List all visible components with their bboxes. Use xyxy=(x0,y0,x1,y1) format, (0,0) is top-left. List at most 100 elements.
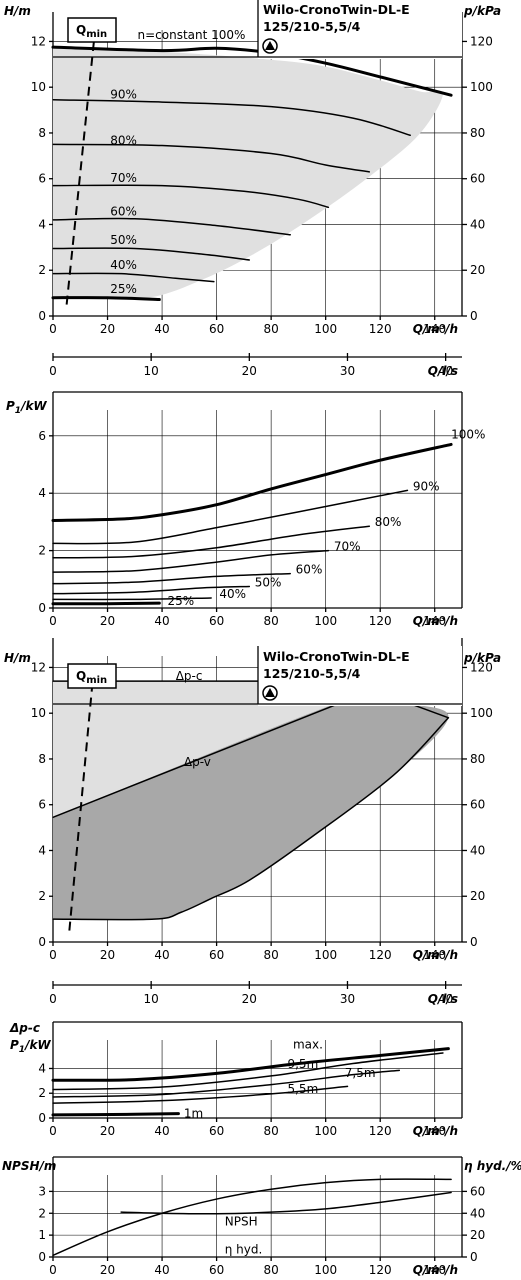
series-label: 70% xyxy=(334,540,361,554)
series-line-80- xyxy=(52,143,371,173)
series-line-80- xyxy=(52,525,371,559)
y2-tick-label: 40 xyxy=(470,217,485,231)
series-line-1m xyxy=(51,1112,180,1117)
y2-tick-label: 20 xyxy=(470,1228,485,1242)
x2-axis-label: Q/l/s xyxy=(428,992,458,1006)
y-tick-label: 0 xyxy=(38,309,46,323)
x-tick-label: 100 xyxy=(314,322,337,336)
qmin-sub: min xyxy=(86,29,107,40)
x-tick-label: 0 xyxy=(49,614,57,628)
x-tick-label: 20 xyxy=(100,948,115,962)
series-label: 60% xyxy=(110,204,137,218)
series-label: 9,5m xyxy=(287,1057,318,1071)
y-tick-label: 4 xyxy=(38,217,46,231)
series-label: NPSH xyxy=(225,1214,258,1228)
x-axis-label: Q/m³/h xyxy=(413,948,458,962)
series-line-25- xyxy=(51,601,161,606)
x-tick-label: 20 xyxy=(100,614,115,628)
control-field-light xyxy=(53,681,370,819)
y2-axis-label: η hyd./% xyxy=(464,1159,521,1173)
x-tick-label: 0 xyxy=(49,948,57,962)
y-tick-label: 6 xyxy=(38,429,46,443)
y-tick-label: 12 xyxy=(31,660,46,674)
x-tick-label: 80 xyxy=(263,1263,278,1277)
y-tick-label: 10 xyxy=(31,706,46,720)
x-tick-label: 120 xyxy=(369,948,392,962)
series-line-9-5m xyxy=(52,1052,444,1091)
x-tick-label: 100 xyxy=(314,1263,337,1277)
y-tick-label: 2 xyxy=(38,263,46,277)
product-title-block: Wilo-CronoTwin-DL-E 125/210-5,5/4 xyxy=(53,646,462,706)
x2-tick-label: 30 xyxy=(340,992,355,1006)
series-line-40- xyxy=(52,272,215,283)
control-field-dark xyxy=(53,684,449,920)
x-tick-label: 140 xyxy=(423,948,446,962)
x2-tick-label: 20 xyxy=(242,364,257,378)
x-tick-label: 140 xyxy=(423,322,446,336)
x-tick-label: 60 xyxy=(209,614,224,628)
y2-tick-label: 20 xyxy=(470,263,485,277)
series-line-90- xyxy=(52,99,411,136)
x-tick-label: 20 xyxy=(100,1124,115,1138)
pump-symbol-triangle xyxy=(265,688,275,697)
y-axis-label: P1/kW xyxy=(10,1038,51,1055)
title-box xyxy=(258,0,462,59)
qmin-box xyxy=(67,17,117,43)
y-axis-label: H/m xyxy=(4,651,31,665)
series-label: 25% xyxy=(110,282,137,296)
pump-symbol-triangle xyxy=(265,41,275,50)
operating-field xyxy=(53,48,443,300)
series-line-60- xyxy=(52,572,291,585)
product-model: 125/210-5,5/4 xyxy=(263,666,361,681)
y-tick-label: 4 xyxy=(38,843,46,857)
x-tick-label: 120 xyxy=(369,322,392,336)
x-tick-label: 80 xyxy=(263,948,278,962)
wilo-pump-symbol-icon xyxy=(262,685,278,701)
series-label: 1m xyxy=(184,1106,203,1120)
y-axis-label: H/m xyxy=(4,4,31,18)
y-tick-label: 2 xyxy=(38,1086,46,1100)
ylabel-sub: 1 xyxy=(15,406,21,416)
x-tick-label: 80 xyxy=(263,322,278,336)
series-line-100- xyxy=(51,442,453,522)
y2-tick-label: 100 xyxy=(470,706,493,720)
x-tick-label: 40 xyxy=(154,1124,169,1138)
x-tick-label: 100 xyxy=(314,948,337,962)
x-tick-label: 100 xyxy=(314,1124,337,1138)
series-label: 40% xyxy=(219,587,246,601)
x-tick-label: 40 xyxy=(154,614,169,628)
series-label: 7,5m xyxy=(345,1066,376,1080)
y2-tick-label: 60 xyxy=(470,172,485,186)
x-tick-label: 60 xyxy=(209,948,224,962)
series-label: 50% xyxy=(255,575,282,589)
x-tick-label: 140 xyxy=(423,1263,446,1277)
series-line-70- xyxy=(52,184,330,209)
qmin-label: Qmin xyxy=(76,669,107,686)
x-tick-label: 0 xyxy=(49,1124,57,1138)
x2-tick-label: 10 xyxy=(144,992,159,1006)
y2-axis-label: p/kPa xyxy=(463,4,501,18)
x-tick-label: 140 xyxy=(423,614,446,628)
y-axis-label: NPSH/m xyxy=(2,1159,56,1173)
y-tick-label: 3 xyxy=(38,1184,46,1198)
series-label: 25% xyxy=(168,594,195,608)
series-line-25- xyxy=(51,296,161,302)
y-tick-label: 10 xyxy=(31,80,46,94)
x2-tick-label: 20 xyxy=(242,992,257,1006)
series-line-7-5m xyxy=(52,1069,401,1098)
x2-tick-label: 0 xyxy=(49,364,57,378)
ylabel-unit: /kW xyxy=(23,1038,51,1052)
y2-tick-label: 0 xyxy=(470,309,478,323)
y-tick-label: 0 xyxy=(38,1111,46,1125)
series-label: 90% xyxy=(110,88,137,102)
secondary-x-axis-3: 0 10 20 30 40Q/l/s xyxy=(49,981,462,1006)
x-tick-label: 20 xyxy=(100,322,115,336)
x2-tick-label: 30 xyxy=(340,364,355,378)
y2-tick-label: 20 xyxy=(470,889,485,903)
y2-tick-label: 40 xyxy=(470,843,485,857)
x-tick-label: 20 xyxy=(100,1263,115,1277)
series-line--p-v xyxy=(52,690,371,819)
series-label: 100% xyxy=(451,428,485,442)
